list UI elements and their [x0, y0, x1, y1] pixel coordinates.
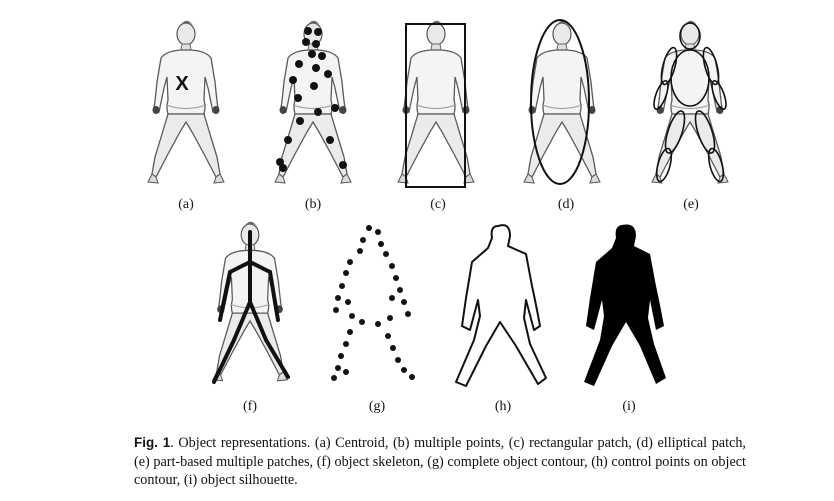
contour-outline	[455, 224, 547, 387]
panel-f-skeleton	[212, 221, 290, 384]
panel-g-contour-points	[331, 225, 415, 381]
bounding-ellipse	[530, 19, 590, 185]
panel-label-b: (b)	[304, 197, 322, 212]
panel-c-rectangular-patch	[397, 20, 475, 188]
caption-text: . Object representations. (a) Centroid, …	[134, 435, 746, 488]
centroid-marker: X	[175, 73, 189, 95]
panel-label-a: (a)	[178, 197, 194, 212]
panel-label-i: (i)	[622, 399, 636, 414]
panel-label-f: (f)	[243, 399, 257, 414]
panel-label-d: (d)	[557, 197, 575, 212]
panel-label-e: (e)	[683, 197, 699, 212]
panel-a-centroid: X	[147, 20, 225, 184]
skeleton-lines	[212, 230, 290, 384]
bounding-rectangle	[405, 23, 466, 188]
caption-lead: Fig. 1	[134, 435, 171, 450]
figure-caption: Fig. 1. Object representations. (a) Cent…	[134, 434, 746, 490]
panel-label-g: (g)	[368, 399, 386, 414]
panel-h-contour	[455, 224, 547, 387]
panel-b-multiple-points	[274, 20, 352, 184]
panel-i-silhouette	[584, 224, 666, 386]
tracking-points	[276, 27, 347, 172]
panel-label-c: (c)	[430, 197, 446, 212]
panel-d-elliptical-patch	[523, 19, 601, 185]
silhouette-shape	[584, 224, 666, 386]
part-ellipses	[653, 22, 727, 183]
panel-label-h: (h)	[494, 399, 512, 414]
panel-e-part-patches	[651, 20, 729, 184]
